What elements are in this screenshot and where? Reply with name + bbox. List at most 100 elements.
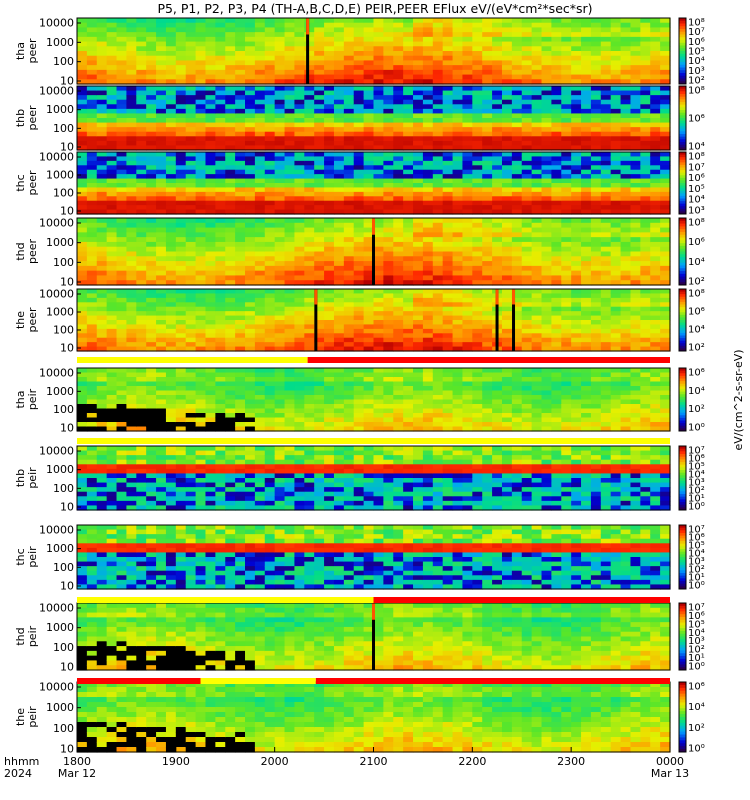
spectro-cell: [600, 241, 612, 248]
spectro-cell: [452, 227, 464, 233]
spectro-cell: [442, 46, 454, 52]
spectro-cell: [225, 69, 236, 76]
spectro-cell: [413, 196, 424, 202]
spectro-cell: [156, 86, 167, 92]
spectro-cell: [442, 165, 454, 171]
spectro-cell: [314, 205, 325, 211]
spectro-cell: [501, 333, 513, 339]
spectro-cell: [156, 205, 167, 211]
spectro-cell: [403, 280, 414, 286]
spectro-cell: [77, 183, 88, 189]
spectro-cell: [472, 187, 483, 193]
spectro-cell: [373, 256, 384, 262]
spectro-cell: [353, 104, 365, 110]
spectro-cell: [284, 174, 296, 180]
spectro-cell: [274, 152, 286, 158]
spectro-cell: [314, 140, 325, 147]
spectro-cell: [215, 46, 226, 52]
spectro-cell: [96, 145, 108, 151]
spectro-cell: [541, 413, 552, 419]
spectro-cell: [294, 237, 305, 243]
spectro-cell: [294, 60, 305, 66]
spectro-cell: [541, 90, 552, 96]
spectro-cell: [521, 395, 533, 401]
spectro-cell: [165, 55, 177, 62]
spectro-cell: [442, 183, 454, 189]
spectro-cell: [333, 36, 345, 43]
spectro-cell: [452, 86, 464, 92]
spectro-cell: [185, 145, 197, 151]
spectro-cell: [452, 196, 464, 202]
spectro-cell: [501, 289, 513, 295]
spectro-cell: [324, 205, 335, 211]
spectro-cell: [264, 408, 276, 414]
spectro-cell: [531, 205, 543, 211]
spectro-cell: [77, 160, 88, 166]
spectro-cell: [660, 79, 671, 85]
spectro-cell: [393, 69, 404, 76]
spectro-cell: [343, 108, 355, 115]
spectro-cell: [245, 160, 256, 166]
spectro-cell: [640, 241, 651, 248]
spectro-cell: [413, 41, 424, 47]
spectro-cell: [235, 79, 246, 85]
spectro-cell: [541, 306, 552, 312]
spectro-cell: [590, 333, 602, 339]
spectro-cell: [304, 293, 315, 299]
spectro-cell: [462, 413, 473, 419]
spectro-cell: [581, 51, 592, 57]
spectro-cell: [195, 60, 207, 66]
spectro-cell: [116, 261, 128, 267]
spectro-cell: [640, 320, 651, 326]
spectro-cell: [205, 413, 216, 419]
spectro-cell: [304, 60, 315, 66]
spectro-cell: [96, 178, 108, 184]
spectro-cell: [413, 156, 424, 162]
spectro-cell: [333, 404, 345, 410]
spectro-cell: [610, 36, 622, 43]
spectro-cell: [561, 209, 572, 215]
spectro-cell: [422, 131, 434, 137]
spectro-cell: [274, 333, 286, 339]
spectro-cell: [373, 160, 384, 166]
spectro-cell: [403, 95, 414, 101]
spectro-cell: [165, 311, 177, 317]
spectro-cell: [146, 413, 157, 419]
spectro-cell: [324, 417, 335, 423]
spectro-cell: [185, 104, 197, 110]
spectro-cell: [561, 261, 572, 267]
spectro-cell: [541, 183, 552, 189]
spectro-cell: [363, 386, 375, 392]
spectro-cell: [136, 270, 147, 277]
spectro-cell: [413, 222, 424, 229]
spectro-cell: [343, 55, 355, 62]
spectro-cell: [492, 256, 503, 262]
spectro-cell: [245, 165, 256, 171]
spectro-cell: [600, 293, 612, 299]
spectro-cell: [452, 293, 464, 299]
spectro-cell: [600, 140, 612, 147]
spectro-cell: [660, 293, 671, 299]
spectro-cell: [442, 65, 454, 71]
spectro-cell: [343, 324, 355, 330]
spectro-cell: [561, 280, 572, 286]
spectro-cell: [581, 241, 592, 248]
spectro-cell: [264, 251, 276, 257]
spectro-cell: [126, 46, 137, 52]
spectro-cell: [284, 160, 296, 166]
spectro-cell: [274, 417, 286, 423]
spectro-cell: [590, 136, 602, 142]
spectro-cell: [254, 79, 266, 85]
spectro-cell: [432, 51, 444, 57]
spectro-cell: [343, 261, 355, 267]
spectro-cell: [77, 86, 88, 92]
spectro-cell: [551, 196, 562, 202]
spectro-cell: [343, 251, 355, 257]
spectro-cell: [452, 256, 464, 262]
spectro-cell: [225, 65, 236, 71]
spectro-cell: [146, 275, 157, 281]
spectro-cell: [590, 152, 602, 158]
spectro-cell: [422, 55, 434, 62]
spectro-cell: [531, 227, 543, 233]
spectro-cell: [146, 99, 157, 105]
